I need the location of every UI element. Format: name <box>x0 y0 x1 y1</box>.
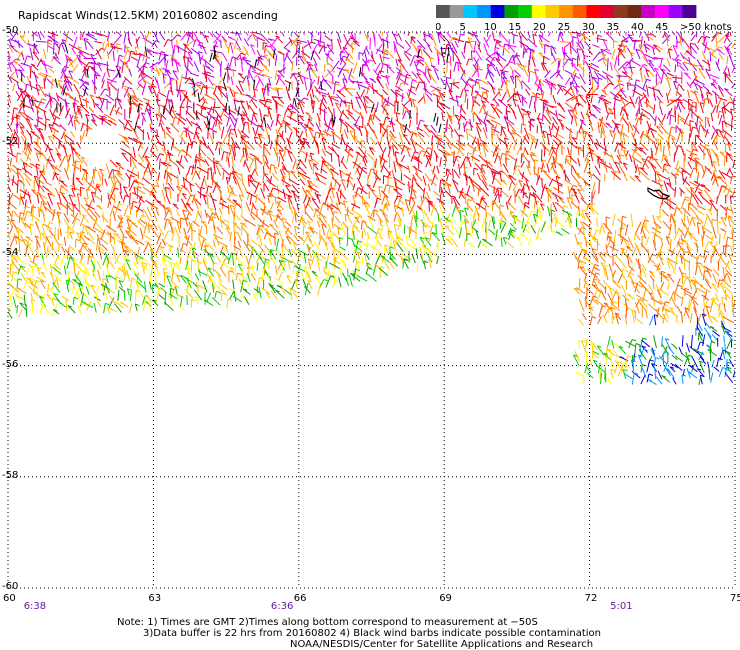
lat-tick-label: -54 <box>2 247 22 258</box>
wind-barbs <box>0 22 740 385</box>
note-line-3: NOAA/NESDIS/Center for Satellite Applica… <box>290 639 593 650</box>
time-label: 6:36 <box>271 601 293 612</box>
lon-tick-label: 63 <box>148 593 161 604</box>
lon-tick-label: 69 <box>439 593 452 604</box>
lon-tick-label: 66 <box>294 593 307 604</box>
lat-tick-label: -50 <box>2 25 22 36</box>
time-label: 5:01 <box>610 601 632 612</box>
time-label: 6:38 <box>24 601 46 612</box>
lat-tick-label: -58 <box>2 470 22 481</box>
lat-tick-label: -52 <box>2 136 22 147</box>
lon-tick-label: 72 <box>585 593 598 604</box>
wind-map <box>0 0 740 650</box>
lat-tick-label: -56 <box>2 359 22 370</box>
lon-tick-label: 60 <box>3 593 16 604</box>
note-line-2: 3)Data buffer is 22 hrs from 20160802 4)… <box>143 628 601 639</box>
note-line-1: Note: 1) Times are GMT 2)Times along bot… <box>117 617 538 628</box>
lon-tick-label: 75 <box>730 593 740 604</box>
lat-tick-label: -60 <box>2 581 22 592</box>
